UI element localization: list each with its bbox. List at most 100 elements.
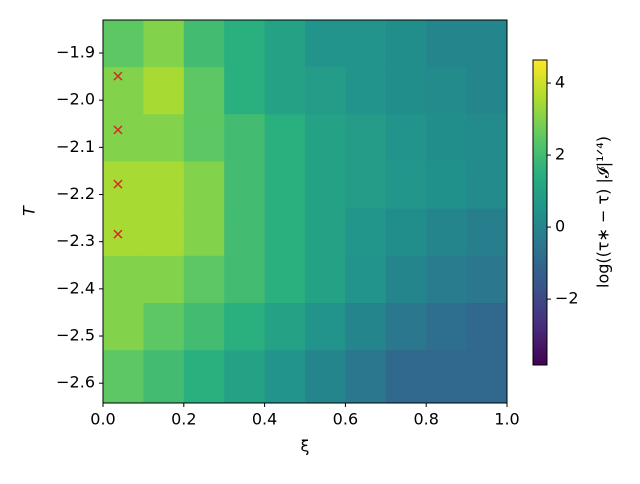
heatmap-cell: [264, 255, 306, 304]
heatmap-cell: [426, 114, 468, 163]
heatmap-cell: [264, 20, 306, 68]
heatmap-cell: [305, 20, 346, 68]
heatmap-cell: [305, 255, 346, 304]
heatmap-cell: [183, 67, 225, 115]
heatmap-cell: [426, 255, 468, 304]
x-tick-label: 0.2: [171, 410, 196, 429]
heatmap-cell: [143, 255, 185, 304]
heatmap-cell: [305, 161, 346, 210]
heatmap-cell: [224, 350, 266, 404]
heatmap-cell: [264, 114, 306, 163]
x-tick-label: 0.8: [413, 410, 438, 429]
heatmap-cell: [466, 350, 508, 404]
heatmap-cell: [143, 20, 185, 68]
heatmap-cell: [143, 303, 185, 351]
heatmap-cell: [183, 20, 225, 68]
colorbar-tick-label: 2: [555, 145, 565, 164]
heatmap-cell: [224, 303, 266, 351]
heatmap-cell: [103, 67, 144, 115]
heatmap-cell: [385, 67, 427, 115]
heatmap-cell: [143, 208, 185, 257]
heatmap-cell: [183, 303, 225, 351]
marker: [113, 71, 123, 81]
heatmap-cell: [305, 208, 346, 257]
colorbar: [532, 59, 548, 366]
heatmap-cell: [183, 350, 225, 404]
colorbar-label: log((τ∗ − τ) |𝓘|¹ᐟ⁴): [594, 136, 613, 288]
heatmap-cell: [264, 161, 306, 210]
marker: [113, 125, 123, 135]
heatmap-cell: [183, 255, 225, 304]
heatmap: [103, 20, 508, 404]
heatmap-cell: [143, 67, 185, 115]
colorbar-tick-label: −2: [555, 289, 579, 308]
heatmap-cell: [466, 67, 508, 115]
heatmap-cell: [345, 208, 387, 257]
y-tick-label: −2.4: [56, 278, 95, 297]
heatmap-cell: [385, 303, 427, 351]
plot-frame: [102, 19, 508, 404]
heatmap-cell: [466, 114, 508, 163]
y-tick-label: −2.5: [56, 326, 95, 345]
heatmap-cell: [183, 208, 225, 257]
heatmap-cell: [345, 67, 387, 115]
heatmap-cell: [264, 67, 306, 115]
heatmap-cell: [466, 303, 508, 351]
heatmap-cell: [143, 114, 185, 163]
y-tick-label: −2.1: [56, 137, 95, 156]
heatmap-cell: [224, 255, 266, 304]
y-tick-label: −2.2: [56, 184, 95, 203]
heatmap-cell: [305, 303, 346, 351]
heatmap-cell: [224, 67, 266, 115]
heatmap-cell: [385, 20, 427, 68]
heatmap-cell: [466, 208, 508, 257]
colorbar-tick-label: 4: [555, 73, 565, 92]
heatmap-cell: [385, 350, 427, 404]
heatmap-cell: [345, 303, 387, 351]
heatmap-cell: [466, 255, 508, 304]
heatmap-cell: [224, 114, 266, 163]
heatmap-cell: [426, 350, 468, 404]
heatmap-cell: [345, 20, 387, 68]
y-tick-label: −2.6: [56, 373, 95, 392]
heatmap-cell: [345, 350, 387, 404]
heatmap-cell: [385, 255, 427, 304]
heatmap-cell: [224, 161, 266, 210]
colorbar-tick-label: 0: [555, 217, 565, 236]
heatmap-cell: [103, 114, 144, 163]
x-tick-label: 0.6: [333, 410, 358, 429]
heatmap-cell: [385, 208, 427, 257]
x-tick-label: 1.0: [494, 410, 519, 429]
heatmap-cell: [426, 303, 468, 351]
heatmap-cell: [103, 20, 144, 68]
heatmap-cell: [345, 161, 387, 210]
heatmap-cell: [224, 208, 266, 257]
heatmap-cell: [466, 20, 508, 68]
heatmap-cell: [385, 161, 427, 210]
heatmap-cell: [224, 20, 266, 68]
heatmap-cell: [103, 350, 144, 404]
heatmap-cell: [183, 161, 225, 210]
y-tick-label: −2.3: [56, 231, 95, 250]
heatmap-cell: [426, 67, 468, 115]
heatmap-cell: [305, 114, 346, 163]
heatmap-cell: [426, 20, 468, 68]
heatmap-cell: [143, 161, 185, 210]
heatmap-cell: [426, 161, 468, 210]
heatmap-cell: [264, 208, 306, 257]
y-tick-label: −1.9: [56, 43, 95, 62]
heatmap-cell: [466, 161, 508, 210]
heatmap-cell: [305, 350, 346, 404]
heatmap-cell: [345, 255, 387, 304]
heatmap-cell: [103, 255, 144, 304]
heatmap-cell: [103, 208, 144, 257]
heatmap-cell: [143, 350, 185, 404]
heatmap-cell: [385, 114, 427, 163]
heatmap-cell: [103, 161, 144, 210]
heatmap-cell: [264, 303, 306, 351]
heatmap-cell: [264, 350, 306, 404]
x-tick-label: 0.0: [90, 410, 115, 429]
y-axis-label: T: [20, 205, 39, 216]
x-axis-label: ξ: [301, 437, 310, 456]
